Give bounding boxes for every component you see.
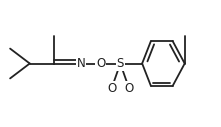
Text: S: S <box>117 57 124 70</box>
Text: O: O <box>96 57 105 70</box>
Text: O: O <box>124 82 134 95</box>
Text: O: O <box>107 82 116 95</box>
Text: N: N <box>77 57 85 70</box>
